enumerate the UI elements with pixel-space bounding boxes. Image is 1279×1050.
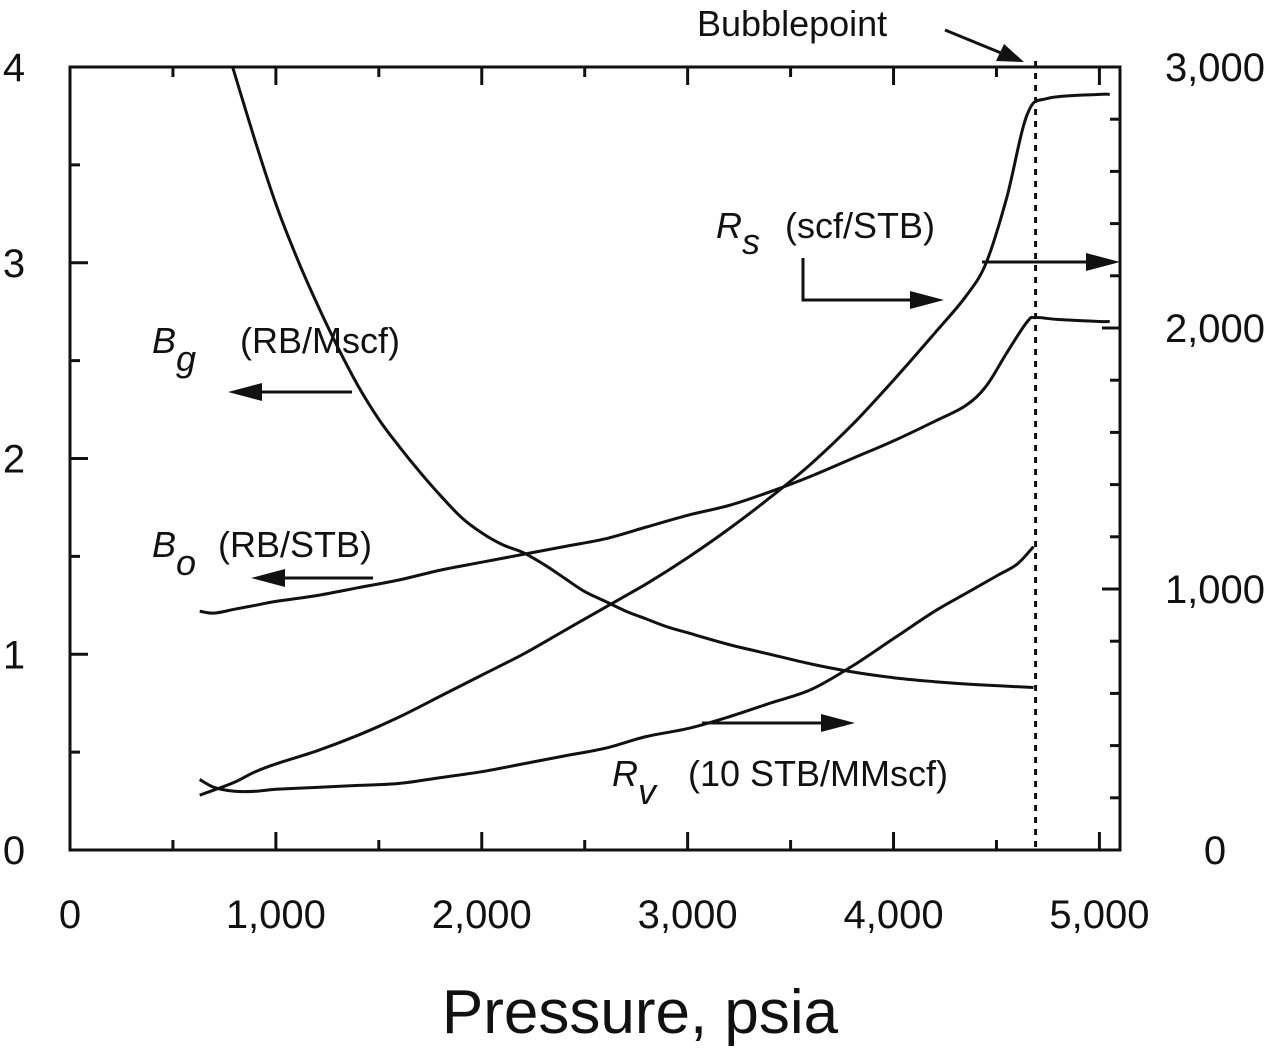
y-left-tick-label: 4: [3, 46, 25, 90]
x-tick-label: 2,000: [432, 893, 532, 937]
rs-right-axis-arrowhead: [1086, 253, 1120, 271]
bubblepoint-arrow: [944, 28, 1007, 57]
rs-label: Rs (scf/STB): [716, 205, 935, 262]
bg-label: Bg (RB/Mscf): [152, 320, 400, 379]
x-tick-label: 5,000: [1049, 893, 1149, 937]
y-left-tick-label: 1: [3, 633, 25, 677]
bo-subscript: o: [176, 542, 196, 583]
bg-subscript: g: [176, 338, 196, 379]
rv-label: Rv (10 STB/MMscf): [612, 753, 948, 812]
series-bo-line: [199, 315, 1110, 615]
bo-symbol: B: [152, 524, 176, 565]
rs-arrowhead: [910, 291, 944, 309]
y-right-tick-label: 2,000: [1165, 307, 1265, 351]
axes-layer: 0 1,000 2,000 3,000 4,000 5,000 0 1 2 3 4 0 1,000 2,0…: [3, 46, 1265, 937]
bo-arrowhead: [251, 569, 285, 587]
rv-units: (10 STB/MMscf): [688, 753, 948, 794]
y-left-tick-label: 0: [3, 829, 25, 873]
bubblepoint-arrowhead: [996, 44, 1024, 62]
x-tick-label: 0: [59, 893, 81, 937]
rs-symbol: R: [716, 205, 742, 246]
series-bg-line: [231, 66, 1034, 689]
rv-arrowhead: [821, 714, 855, 732]
series-rv-line: [198, 545, 1035, 794]
rv-subscript: v: [638, 771, 658, 812]
rs-units: (scf/STB): [785, 205, 935, 246]
y-left-tick-label: 3: [3, 242, 25, 286]
plot-frame: [68, 65, 1122, 852]
rv-symbol: R: [612, 753, 638, 794]
series-rs-line: [199, 92, 1110, 797]
bg-symbol: B: [152, 320, 176, 361]
bg-units: (RB/Mscf): [240, 320, 400, 361]
y-right-tick-label: 0: [1204, 829, 1226, 873]
curves-layer: [198, 66, 1110, 797]
x-tick-label: 1,000: [226, 893, 326, 937]
bo-units: (RB/STB): [218, 524, 372, 565]
y-left-tick-label: 2: [3, 438, 25, 482]
bg-arrowhead: [228, 383, 262, 401]
y-right-tick-label: 3,000: [1165, 46, 1265, 90]
y-right-tick-label: 1,000: [1165, 568, 1265, 612]
bo-label: Bo (RB/STB): [152, 524, 372, 583]
bubblepoint-label: Bubblepoint: [697, 3, 887, 44]
rs-arrow: [801, 258, 918, 302]
x-axis-label: Pressure, psia: [442, 978, 839, 1047]
rs-subscript: s: [742, 221, 760, 262]
x-tick-label: 4,000: [843, 893, 943, 937]
x-tick-label: 3,000: [638, 893, 738, 937]
